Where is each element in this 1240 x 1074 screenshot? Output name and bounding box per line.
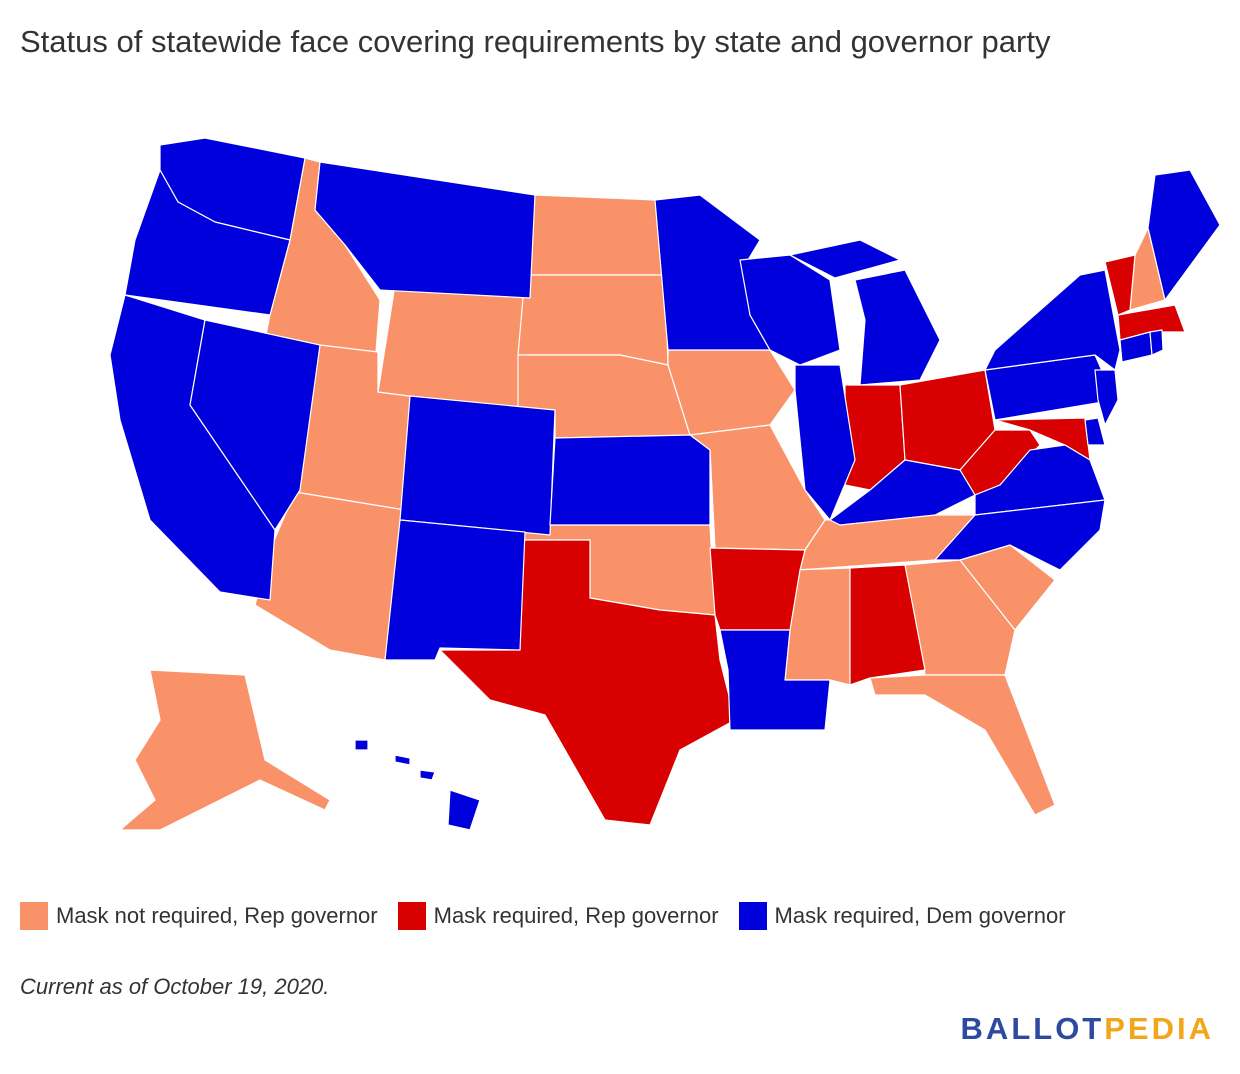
state-new-jersey [1094, 369, 1119, 426]
ballotpedia-logo[interactable]: BALLOTPEDIA [961, 1011, 1214, 1047]
logo-part-ballot: BALLOT [960, 1011, 1105, 1046]
state-texas [439, 539, 736, 826]
state-kentucky [829, 459, 976, 526]
footnote: Current as of October 19, 2020. [20, 974, 330, 999]
legend-label-required-rep: Mask required, Rep governor [433, 903, 719, 928]
legend: Mask not required, Rep governor Mask req… [20, 902, 1066, 930]
legend-swatch-required-dem [738, 902, 767, 930]
state-massachusetts [1117, 304, 1186, 341]
state-south-dakota [517, 274, 669, 366]
state-vermont [1104, 254, 1136, 316]
us-map [0, 100, 1240, 860]
state-colorado [399, 395, 556, 536]
state-arkansas [709, 547, 806, 631]
us-map-svg [109, 137, 1221, 831]
logo-part-pedia: PEDIA [1104, 1011, 1214, 1046]
state-maine [1147, 169, 1221, 301]
legend-swatch-required-rep [397, 902, 426, 930]
state-wisconsin [739, 254, 841, 366]
legend-label-not-required-rep: Mask not required, Rep governor [56, 903, 378, 928]
legend-item-required-dem: Mask required, Dem governor [738, 902, 1066, 930]
state-north-carolina [934, 499, 1106, 571]
legend-item-not-required-rep: Mask not required, Rep governor [20, 902, 378, 930]
legend-label-required-dem: Mask required, Dem governor [774, 903, 1066, 928]
state-florida [869, 674, 1056, 816]
state-alabama [849, 564, 926, 686]
state-louisiana [719, 629, 831, 731]
state-wyoming [377, 284, 526, 411]
state-delaware [1084, 417, 1106, 446]
state-rhode-island [1149, 329, 1164, 356]
state-nevada [189, 319, 321, 531]
state-oregon [124, 169, 291, 316]
legend-item-required-rep: Mask required, Rep governor [397, 902, 719, 930]
legend-swatch-not-required-rep [20, 902, 48, 930]
state-montana [314, 161, 536, 299]
state-hawaii [354, 739, 481, 831]
state-kansas [549, 434, 711, 526]
state-new-mexico [384, 519, 526, 661]
state-alaska [119, 669, 331, 831]
state-michigan [789, 239, 941, 386]
state-iowa [667, 349, 796, 436]
state-new-york [984, 269, 1121, 371]
chart-title: Status of statewide face covering requir… [20, 24, 1051, 59]
state-north-dakota [524, 194, 666, 276]
